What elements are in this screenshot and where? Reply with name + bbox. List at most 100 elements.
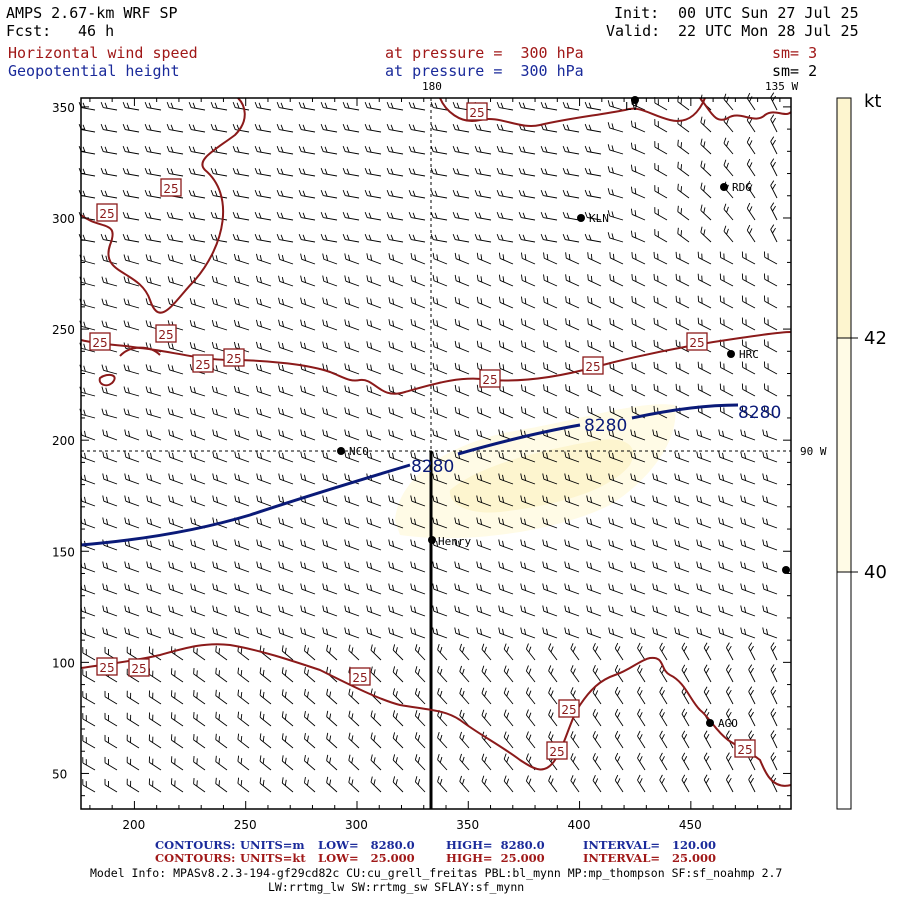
- wind-barb: [454, 583, 470, 595]
- wind-barb: [432, 583, 448, 595]
- wind-barb: [607, 122, 624, 133]
- wind-barb: [476, 274, 492, 287]
- wind-barb: [322, 473, 338, 485]
- wind-barb: [82, 691, 96, 705]
- wind-barb: [542, 583, 558, 595]
- wind-barb: [326, 688, 338, 705]
- wind-barb: [677, 139, 690, 155]
- wind-barb: [521, 340, 536, 353]
- wind-barb: [697, 383, 712, 397]
- wind-barb: [259, 711, 272, 727]
- wind-barb: [410, 583, 426, 595]
- wind-barb: [168, 517, 184, 529]
- wind-barb: [234, 473, 250, 485]
- wind-barb: [322, 495, 338, 507]
- wind-barb: [540, 101, 558, 111]
- wind-barb: [168, 605, 184, 617]
- wind-barb: [587, 318, 602, 331]
- wind-barb: [476, 318, 492, 331]
- colorbar-unit: kt: [864, 91, 881, 112]
- wind-barb: [723, 203, 734, 221]
- wind-barb: [437, 753, 448, 771]
- wind-barb: [565, 296, 580, 309]
- wind-barb: [525, 731, 536, 749]
- wind-barb: [548, 709, 558, 727]
- wind-barb: [459, 731, 470, 749]
- wind-barb: [652, 583, 668, 595]
- wind-barb: [366, 341, 382, 353]
- wind-barb: [102, 495, 118, 507]
- wind-barb: [322, 319, 338, 331]
- wind-barb: [631, 362, 646, 375]
- wind-barb: [498, 605, 514, 617]
- wind-barb: [703, 752, 712, 771]
- wind-barb: [565, 252, 580, 265]
- wind-barb: [166, 167, 184, 177]
- wind-barb: [364, 167, 382, 177]
- wind-barb: [703, 686, 712, 705]
- wind-barb: [215, 667, 228, 683]
- wind-barb: [496, 167, 514, 177]
- wind-barb: [276, 123, 294, 133]
- wind-barb: [168, 473, 184, 485]
- wind-barb: [564, 429, 580, 441]
- wind-barb: [586, 429, 602, 441]
- wind-barb: [476, 451, 492, 463]
- wind-barb: [278, 407, 294, 419]
- wind-barb: [452, 145, 470, 155]
- wind-barb: [608, 517, 624, 529]
- wind-barb: [233, 275, 250, 287]
- wind-barb: [144, 189, 162, 199]
- wind-barb: [564, 495, 580, 507]
- wind-barb: [762, 539, 778, 551]
- wind-barb: [144, 145, 162, 155]
- wind-barb: [102, 605, 118, 617]
- wind-barb: [586, 451, 602, 463]
- wind-barb: [366, 385, 382, 397]
- wind-barb: [674, 451, 690, 463]
- wind-barb: [410, 539, 426, 551]
- wind-barb: [281, 689, 294, 705]
- station-label: KLN: [589, 212, 609, 225]
- wind-barb: [592, 752, 602, 771]
- wind-barb: [454, 473, 470, 485]
- wind-barb: [82, 735, 96, 749]
- wind-barb: [587, 340, 602, 353]
- wind-barb: [764, 251, 778, 265]
- wind-barb: [212, 583, 228, 595]
- wind-barb: [652, 451, 668, 463]
- wind-barb: [586, 517, 602, 529]
- wind-barb: [432, 605, 448, 617]
- wind-barb: [503, 643, 514, 661]
- wind-barb: [586, 561, 602, 573]
- wind-barb: [542, 539, 558, 551]
- wind-barb: [614, 774, 624, 793]
- wind-barb: [256, 341, 272, 353]
- wind-barb: [630, 561, 646, 573]
- wind-barb: [762, 451, 778, 463]
- wind-barb: [498, 406, 514, 419]
- wind-barb: [540, 167, 558, 177]
- wind-barb: [410, 605, 426, 617]
- wind-barb: [234, 451, 250, 463]
- wind-barb: [430, 167, 448, 177]
- wind-barb: [723, 225, 734, 243]
- wind-barb: [281, 733, 294, 749]
- wind-barb: [101, 408, 118, 419]
- wind-barb: [259, 777, 272, 793]
- wind-barb: [762, 627, 778, 639]
- wind-barb: [386, 233, 404, 243]
- wind-barb: [144, 123, 162, 133]
- wind-barb: [348, 776, 360, 793]
- wind-barb: [300, 341, 316, 353]
- wind-barb: [703, 774, 712, 793]
- wind-barb: [570, 643, 580, 661]
- wind-barb: [432, 384, 448, 397]
- wind-barb: [432, 495, 448, 507]
- wind-barb: [386, 189, 404, 199]
- wind-barb: [496, 211, 514, 221]
- wind-barb: [146, 561, 162, 573]
- wind-barb: [609, 296, 624, 309]
- wind-barb: [366, 627, 382, 639]
- wind-barb: [762, 517, 778, 529]
